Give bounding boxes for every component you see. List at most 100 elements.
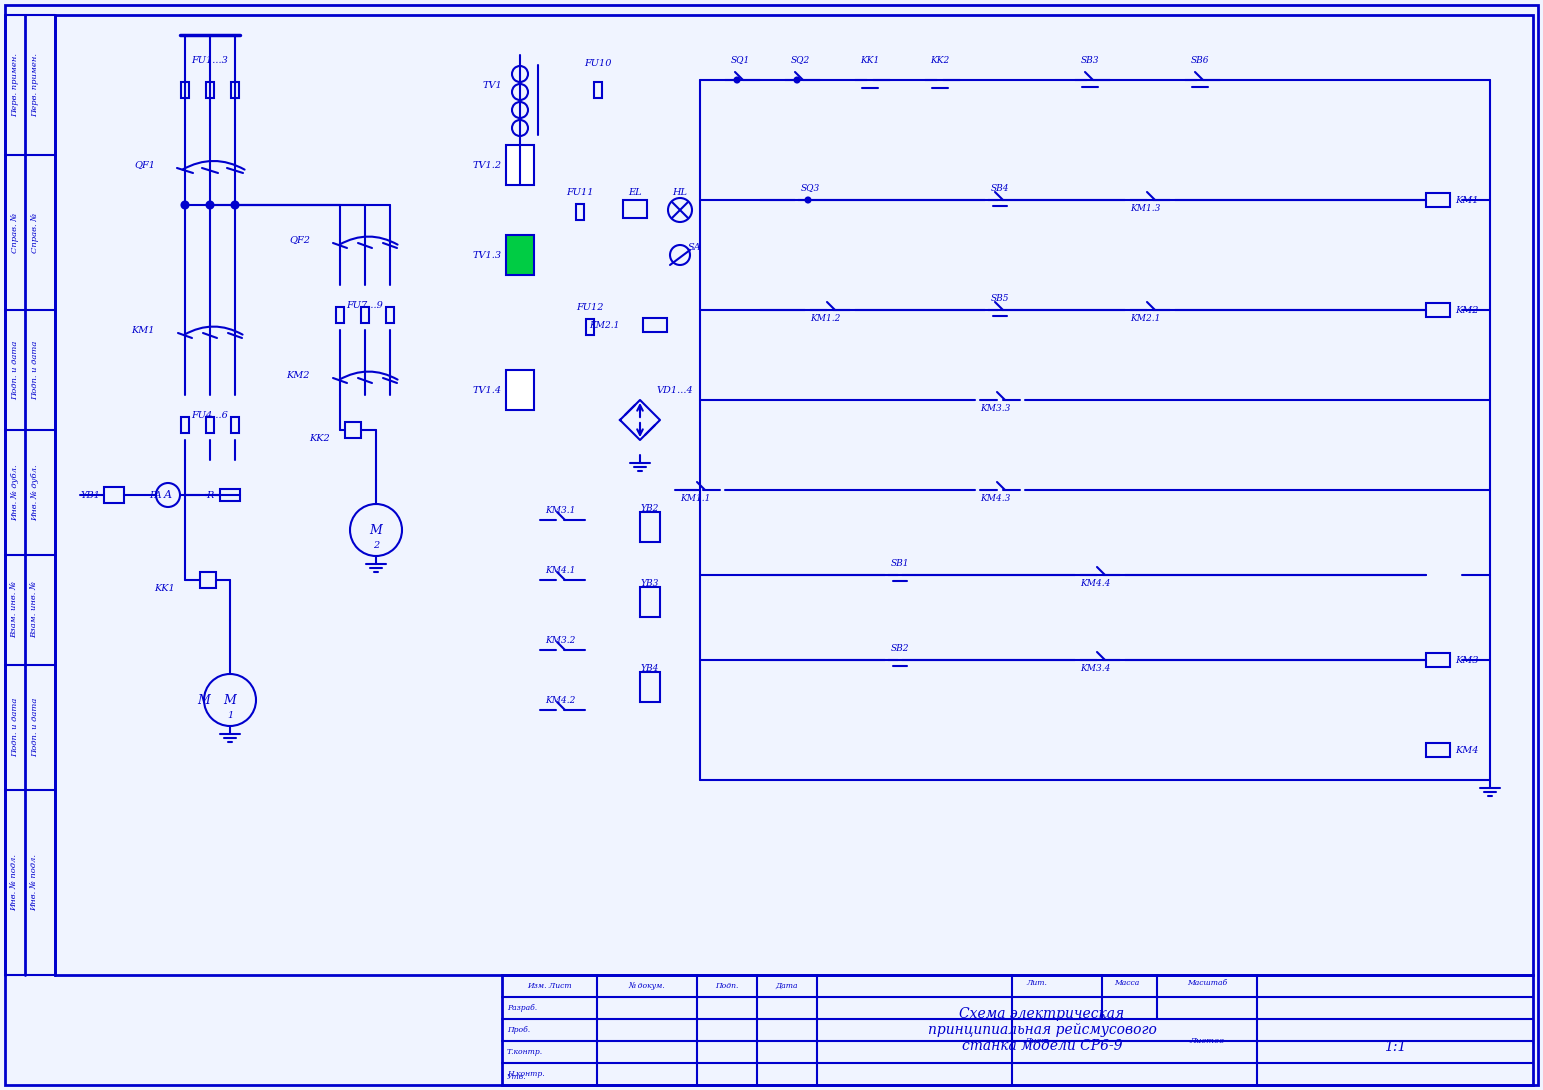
Bar bbox=[1426, 743, 1450, 756]
Text: Дата: Дата bbox=[776, 982, 798, 990]
Bar bbox=[623, 199, 647, 218]
Text: EL: EL bbox=[628, 187, 642, 196]
Text: KM4.2: KM4.2 bbox=[545, 695, 576, 704]
Text: Инв. № подл.: Инв. № подл. bbox=[11, 853, 19, 911]
Text: KM3: KM3 bbox=[1455, 655, 1478, 665]
Text: SB6: SB6 bbox=[1191, 56, 1210, 64]
Text: KK2: KK2 bbox=[930, 56, 949, 64]
Text: KM3.3: KM3.3 bbox=[980, 403, 1011, 412]
Text: Инв. № дубл.: Инв. № дубл. bbox=[11, 464, 19, 521]
Bar bbox=[506, 145, 534, 185]
Text: A: A bbox=[164, 490, 171, 500]
Text: TV1.3: TV1.3 bbox=[472, 251, 501, 259]
Bar bbox=[221, 489, 241, 501]
Bar bbox=[506, 370, 534, 410]
Text: Т.контр.: Т.контр. bbox=[508, 1047, 543, 1056]
Text: Справ. №: Справ. № bbox=[11, 213, 19, 253]
Text: Взам. инв. №: Взам. инв. № bbox=[31, 582, 39, 639]
Text: KM3.1: KM3.1 bbox=[545, 506, 576, 514]
Text: PA: PA bbox=[148, 490, 162, 499]
Text: Взам. инв. №: Взам. инв. № bbox=[11, 582, 19, 639]
Text: KM1.3: KM1.3 bbox=[1129, 204, 1160, 213]
Bar bbox=[576, 204, 583, 220]
Text: KM4.1: KM4.1 bbox=[545, 566, 576, 574]
Text: TV1.2: TV1.2 bbox=[472, 160, 501, 170]
Text: SB4: SB4 bbox=[991, 183, 1009, 193]
Text: SQ1: SQ1 bbox=[730, 56, 750, 64]
Bar bbox=[231, 417, 239, 433]
Text: Утв.: Утв. bbox=[508, 1073, 526, 1081]
Text: KM2.1: KM2.1 bbox=[1129, 314, 1160, 323]
Text: YB3: YB3 bbox=[640, 579, 659, 588]
Text: SB3: SB3 bbox=[1080, 56, 1099, 64]
Bar bbox=[501, 974, 1534, 1085]
Text: Лит.: Лит. bbox=[1026, 979, 1048, 988]
Text: KM1: KM1 bbox=[1455, 195, 1478, 205]
Bar bbox=[640, 673, 660, 702]
Text: FU11: FU11 bbox=[566, 187, 594, 196]
Text: 1: 1 bbox=[227, 711, 233, 719]
Text: KM4: KM4 bbox=[1455, 746, 1478, 754]
Text: SB1: SB1 bbox=[890, 558, 909, 568]
Text: Н.контр.: Н.контр. bbox=[508, 1070, 545, 1078]
Text: YB1: YB1 bbox=[80, 490, 100, 499]
Bar bbox=[594, 82, 602, 98]
Text: R: R bbox=[207, 490, 213, 499]
Text: M: M bbox=[198, 693, 210, 706]
Bar bbox=[586, 319, 594, 335]
Bar bbox=[640, 512, 660, 542]
Bar bbox=[1426, 303, 1450, 317]
Bar bbox=[346, 422, 361, 438]
Text: M: M bbox=[370, 523, 383, 536]
Text: TV1: TV1 bbox=[483, 81, 501, 89]
Bar bbox=[181, 417, 188, 433]
Text: Подп. и дата: Подп. и дата bbox=[31, 698, 39, 758]
Text: KM1.1: KM1.1 bbox=[680, 494, 710, 502]
Bar bbox=[207, 417, 214, 433]
Text: KM3.2: KM3.2 bbox=[545, 635, 576, 644]
Bar bbox=[640, 588, 660, 617]
Text: Подп. и дата: Подп. и дата bbox=[11, 340, 19, 400]
Bar bbox=[386, 307, 393, 323]
Bar bbox=[181, 82, 188, 98]
Text: Перв. примен.: Перв. примен. bbox=[11, 53, 19, 117]
Bar bbox=[506, 235, 534, 275]
Circle shape bbox=[805, 197, 810, 203]
Text: QF1: QF1 bbox=[134, 160, 154, 170]
Text: KM2: KM2 bbox=[1455, 305, 1478, 315]
Text: KM1.2: KM1.2 bbox=[810, 314, 841, 323]
Bar bbox=[231, 82, 239, 98]
Text: FU4...6: FU4...6 bbox=[191, 411, 228, 420]
Circle shape bbox=[795, 77, 799, 83]
Bar bbox=[207, 82, 214, 98]
Text: QF2: QF2 bbox=[289, 235, 310, 244]
Text: YB2: YB2 bbox=[640, 504, 659, 512]
Bar bbox=[1426, 653, 1450, 667]
Bar bbox=[201, 572, 216, 588]
Circle shape bbox=[182, 202, 188, 208]
Text: Масштаб: Масштаб bbox=[1187, 979, 1227, 988]
Text: Листов: Листов bbox=[1190, 1037, 1225, 1045]
Text: Инв. № подл.: Инв. № подл. bbox=[31, 853, 39, 911]
Bar bbox=[361, 307, 369, 323]
Circle shape bbox=[231, 202, 239, 208]
Text: Подп. и дата: Подп. и дата bbox=[11, 698, 19, 758]
Text: № докум.: № докум. bbox=[628, 982, 665, 990]
Text: KM4.4: KM4.4 bbox=[1080, 579, 1109, 588]
Bar bbox=[643, 318, 667, 332]
Text: Инв. № дубл.: Инв. № дубл. bbox=[31, 464, 39, 521]
Text: KK1: KK1 bbox=[861, 56, 880, 64]
Text: YB4: YB4 bbox=[640, 664, 659, 673]
Text: HL: HL bbox=[673, 187, 688, 196]
Text: Лист: Лист bbox=[1025, 1037, 1049, 1045]
Text: Справ. №: Справ. № bbox=[31, 213, 39, 253]
Text: KM3.4: KM3.4 bbox=[1080, 664, 1109, 673]
Text: Изм. Лист: Изм. Лист bbox=[526, 982, 571, 990]
Text: KM2.1: KM2.1 bbox=[589, 320, 620, 329]
Circle shape bbox=[207, 202, 213, 208]
Text: M: M bbox=[224, 693, 236, 706]
Bar bbox=[103, 487, 123, 502]
Text: 1:1: 1:1 bbox=[1384, 1040, 1406, 1054]
Text: Перв. примен.: Перв. примен. bbox=[31, 53, 39, 117]
Text: SB2: SB2 bbox=[890, 643, 909, 653]
